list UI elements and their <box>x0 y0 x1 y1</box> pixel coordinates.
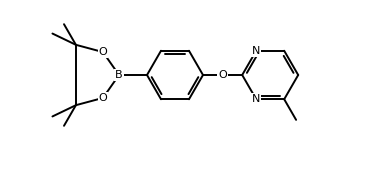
Text: O: O <box>99 93 107 103</box>
Text: N: N <box>252 94 260 104</box>
Text: O: O <box>99 47 107 57</box>
Text: N: N <box>252 46 260 56</box>
Text: B: B <box>115 70 123 80</box>
Text: O: O <box>218 70 227 80</box>
